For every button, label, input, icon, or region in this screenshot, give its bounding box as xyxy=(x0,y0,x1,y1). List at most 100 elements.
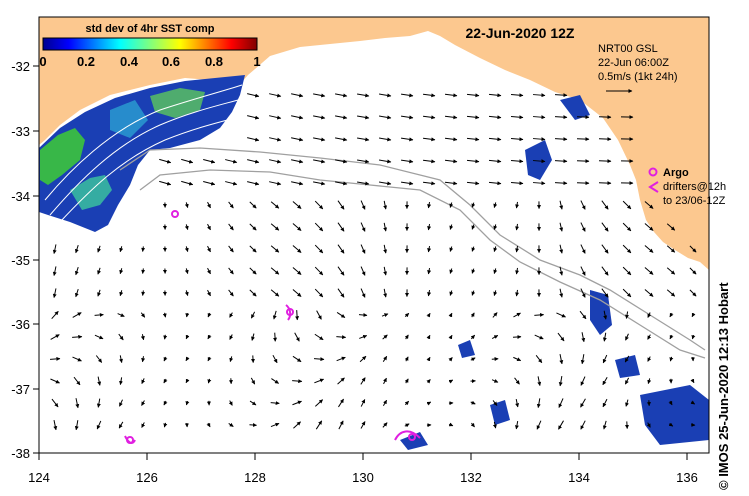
current-vector xyxy=(119,246,124,253)
current-vector xyxy=(646,422,651,428)
current-vector xyxy=(228,201,234,209)
current-vector xyxy=(359,355,367,363)
current-vector xyxy=(383,266,388,276)
current-vector xyxy=(50,334,60,340)
current-vector xyxy=(117,313,125,317)
current-vector xyxy=(97,267,101,275)
current-vector xyxy=(357,115,370,120)
current-vector xyxy=(118,333,124,341)
current-vector xyxy=(97,376,102,386)
current-vector xyxy=(97,289,101,297)
current-vector xyxy=(270,289,280,297)
current-vector xyxy=(338,398,344,408)
current-vector xyxy=(185,312,190,318)
current-vector xyxy=(141,378,146,384)
current-vector xyxy=(404,334,409,340)
current-vector xyxy=(559,222,564,232)
current-vector xyxy=(576,115,590,120)
current-vector xyxy=(580,200,586,210)
current-vector xyxy=(357,137,370,142)
current-vector xyxy=(532,137,546,142)
current-vector xyxy=(228,223,234,231)
current-vector xyxy=(622,266,632,276)
current-vector xyxy=(360,399,366,407)
current-vector xyxy=(291,181,304,186)
current-vector xyxy=(337,200,345,210)
current-vector xyxy=(580,288,586,298)
current-vector xyxy=(536,398,541,409)
current-vector xyxy=(602,377,608,386)
current-vector xyxy=(625,333,629,341)
current-vector xyxy=(534,312,545,317)
current-vector xyxy=(690,378,695,384)
current-vector xyxy=(622,288,632,298)
current-vector xyxy=(97,245,101,253)
current-vector xyxy=(292,400,302,406)
current-vector xyxy=(338,420,344,430)
current-vector xyxy=(601,288,609,298)
current-vector xyxy=(249,400,257,406)
current-vector xyxy=(358,313,368,318)
current-vector xyxy=(422,181,436,186)
current-vector xyxy=(357,159,370,164)
current-vector xyxy=(400,137,414,142)
current-vector xyxy=(184,202,189,209)
current-vector xyxy=(292,223,302,231)
current-vector xyxy=(493,202,498,208)
current-vector xyxy=(449,224,454,230)
sst-patch-east-8 xyxy=(615,355,640,378)
current-vector xyxy=(141,268,146,274)
current-vector xyxy=(666,245,676,253)
current-vector xyxy=(427,289,432,297)
current-vector xyxy=(532,181,546,186)
y-tick-32: -32 xyxy=(11,59,30,74)
current-vector xyxy=(559,288,564,298)
x-tick-134: 134 xyxy=(568,470,590,485)
current-vector xyxy=(558,375,563,387)
current-vector xyxy=(159,180,172,186)
current-vector xyxy=(207,312,212,318)
y-tick-36: -36 xyxy=(11,317,30,332)
track-line-a xyxy=(119,147,706,351)
current-vector xyxy=(579,310,587,320)
current-vector xyxy=(159,158,172,164)
current-vector xyxy=(51,310,59,320)
y-tick-38: -38 xyxy=(11,446,30,461)
current-vector xyxy=(689,267,697,275)
current-vector xyxy=(291,159,304,164)
current-vector xyxy=(515,289,520,297)
current-vector xyxy=(513,312,521,318)
current-vector xyxy=(207,378,212,384)
drifter-legend-label: drifters@12h xyxy=(663,181,726,193)
x-tick-126: 126 xyxy=(136,470,158,485)
current-vector xyxy=(95,355,103,363)
drifter-legend-icon xyxy=(648,181,659,193)
current-vector xyxy=(471,224,476,230)
current-vector xyxy=(510,115,524,120)
current-vector xyxy=(488,137,502,142)
current-vector xyxy=(601,200,609,210)
current-vector xyxy=(292,267,302,275)
current-vector xyxy=(270,245,280,253)
current-vector xyxy=(558,398,564,408)
current-vector xyxy=(404,312,410,318)
current-vector xyxy=(50,378,60,384)
current-vector xyxy=(532,115,546,120)
y-tick-33: -33 xyxy=(11,124,30,139)
current-vector xyxy=(184,224,189,231)
current-vector xyxy=(554,137,568,142)
current-vector xyxy=(337,222,345,232)
current-vector xyxy=(292,355,302,363)
current-vector xyxy=(470,357,476,362)
current-info-time: 22-Jun 06:00Z xyxy=(598,57,669,69)
current-vector xyxy=(510,159,524,164)
current-vector xyxy=(471,290,476,296)
current-vector xyxy=(295,310,300,321)
current-vector xyxy=(163,400,168,406)
current-vector xyxy=(382,422,388,428)
x-tick-132: 132 xyxy=(460,470,482,485)
current-vector xyxy=(270,422,280,428)
current-vector xyxy=(644,289,654,297)
current-vector xyxy=(383,222,388,232)
current-vector xyxy=(251,333,255,341)
